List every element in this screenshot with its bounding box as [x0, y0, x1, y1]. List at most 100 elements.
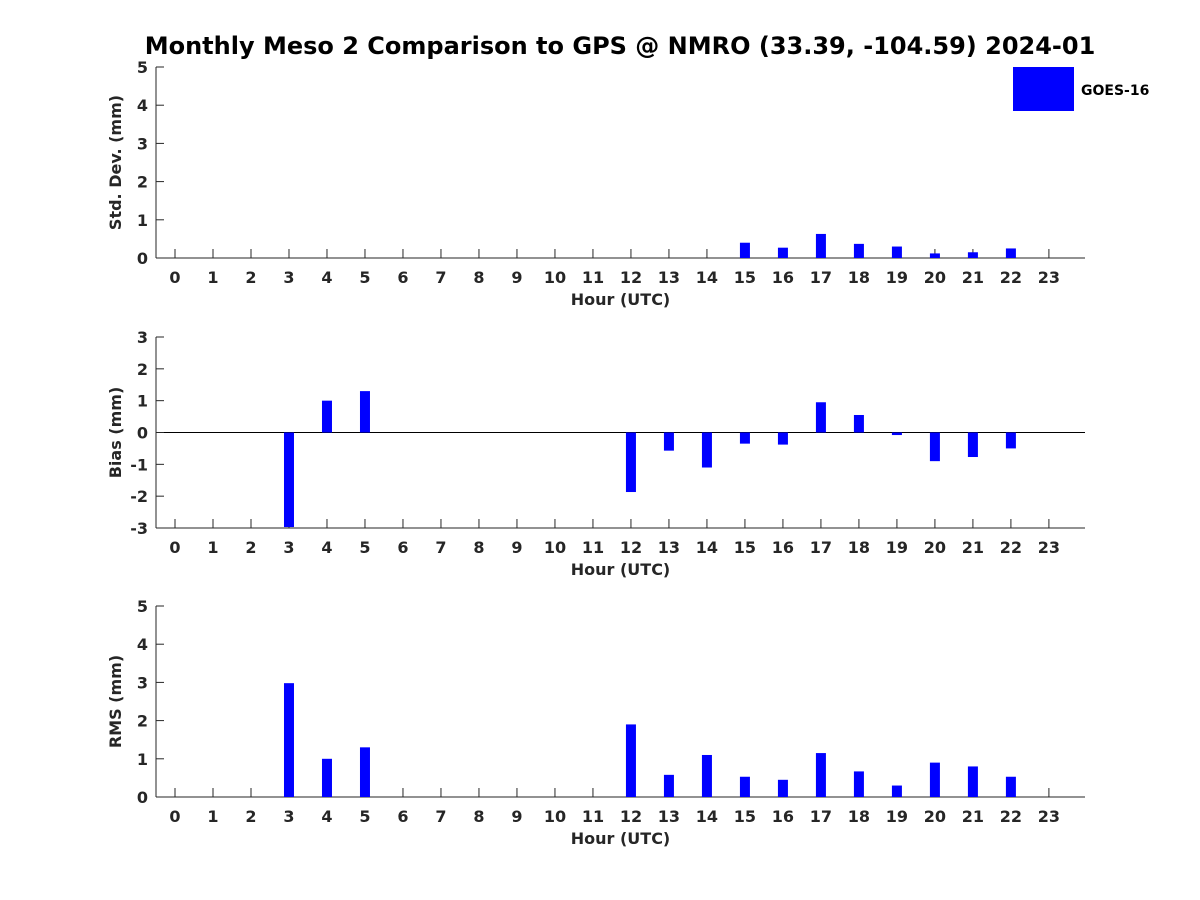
bar-hour-14 — [701, 754, 712, 797]
x-tick-label: 4 — [321, 538, 332, 557]
y-tick-label: 3 — [137, 134, 148, 153]
bar-hour-21 — [967, 432, 978, 458]
x-tick-label: 0 — [169, 268, 180, 287]
x-tick-label: 2 — [245, 268, 256, 287]
bar-hour-18 — [853, 243, 864, 258]
x-tick-label: 17 — [810, 268, 832, 287]
x-tick-label: 20 — [924, 807, 946, 826]
bar-hour-20 — [929, 432, 940, 462]
bar-hour-22 — [1005, 248, 1016, 258]
y-tick-label: 5 — [137, 597, 148, 616]
x-tick-label: 23 — [1038, 807, 1060, 826]
y-tick-label: 4 — [137, 635, 148, 654]
bar-hour-19 — [891, 246, 902, 258]
x-axis-label: Hour (UTC) — [571, 290, 671, 309]
x-tick-label: 10 — [544, 538, 566, 557]
y-tick-label: 3 — [137, 328, 148, 347]
y-tick-label: 1 — [137, 392, 148, 411]
chart-title: Monthly Meso 2 Comparison to GPS @ NMRO … — [145, 32, 1096, 60]
x-tick-label: 6 — [397, 268, 408, 287]
x-tick-label: 6 — [397, 807, 408, 826]
x-tick-label: 0 — [169, 538, 180, 557]
bar-hour-3 — [283, 683, 294, 797]
x-tick-label: 16 — [772, 807, 794, 826]
x-tick-label: 22 — [1000, 538, 1022, 557]
bar-hour-19 — [891, 785, 902, 797]
bar-hour-4 — [321, 758, 332, 797]
bar-hour-5 — [359, 391, 370, 433]
bar-hour-20 — [929, 762, 940, 797]
bar-hour-12 — [625, 724, 636, 797]
bar-hour-3 — [283, 432, 294, 528]
x-tick-label: 11 — [582, 807, 604, 826]
bar-hour-16 — [777, 432, 788, 445]
x-tick-label: 5 — [359, 268, 370, 287]
y-tick-label: 1 — [137, 750, 148, 769]
bar-hour-15 — [739, 242, 750, 258]
bar-hour-21 — [967, 252, 978, 258]
legend-label: GOES-16 — [1081, 83, 1149, 99]
bar-hour-14 — [701, 432, 712, 468]
bar-hour-5 — [359, 747, 370, 797]
x-tick-label: 21 — [962, 268, 984, 287]
x-tick-label: 13 — [658, 268, 680, 287]
x-tick-label: 12 — [620, 807, 642, 826]
x-tick-label: 6 — [397, 538, 408, 557]
y-tick-label: 2 — [137, 360, 148, 379]
x-tick-label: 16 — [772, 268, 794, 287]
x-tick-label: 15 — [734, 268, 756, 287]
x-tick-label: 0 — [169, 807, 180, 826]
x-tick-label: 10 — [544, 268, 566, 287]
y-axis-label: RMS (mm) — [106, 655, 125, 748]
bar-hour-12 — [625, 432, 636, 493]
x-tick-label: 3 — [283, 538, 294, 557]
x-tick-label: 14 — [696, 268, 718, 287]
x-tick-label: 17 — [810, 807, 832, 826]
y-tick-label: 2 — [137, 712, 148, 731]
x-tick-label: 23 — [1038, 268, 1060, 287]
bar-hour-13 — [663, 432, 674, 451]
bar-hour-21 — [967, 766, 978, 797]
x-tick-label: 19 — [886, 268, 908, 287]
bar-hour-20 — [929, 253, 940, 258]
bar-hour-22 — [1005, 432, 1016, 449]
bar-hour-16 — [777, 247, 788, 258]
x-tick-label: 19 — [886, 538, 908, 557]
y-tick-label: -3 — [130, 519, 148, 538]
x-tick-label: 2 — [245, 538, 256, 557]
x-tick-label: 7 — [435, 268, 446, 287]
x-tick-label: 2 — [245, 807, 256, 826]
bar-hour-22 — [1005, 776, 1016, 797]
x-tick-label: 15 — [734, 538, 756, 557]
x-tick-label: 18 — [848, 807, 870, 826]
bar-hour-18 — [853, 414, 864, 433]
x-axis-label: Hour (UTC) — [571, 829, 671, 848]
x-tick-label: 15 — [734, 807, 756, 826]
x-tick-label: 11 — [582, 538, 604, 557]
x-tick-label: 4 — [321, 268, 332, 287]
y-tick-label: 4 — [137, 96, 148, 115]
bar-hour-16 — [777, 779, 788, 797]
x-tick-label: 3 — [283, 807, 294, 826]
x-tick-label: 8 — [473, 807, 484, 826]
x-tick-label: 21 — [962, 807, 984, 826]
x-tick-label: 8 — [473, 538, 484, 557]
x-tick-label: 11 — [582, 268, 604, 287]
x-tick-label: 4 — [321, 807, 332, 826]
bar-hour-13 — [663, 774, 674, 797]
y-tick-label: 5 — [137, 58, 148, 77]
x-tick-label: 9 — [511, 268, 522, 287]
x-tick-label: 13 — [658, 807, 680, 826]
x-tick-label: 20 — [924, 268, 946, 287]
x-tick-label: 1 — [207, 268, 218, 287]
y-tick-label: 0 — [137, 788, 148, 807]
bar-hour-18 — [853, 771, 864, 797]
x-tick-label: 17 — [810, 538, 832, 557]
bar-hour-4 — [321, 400, 332, 433]
